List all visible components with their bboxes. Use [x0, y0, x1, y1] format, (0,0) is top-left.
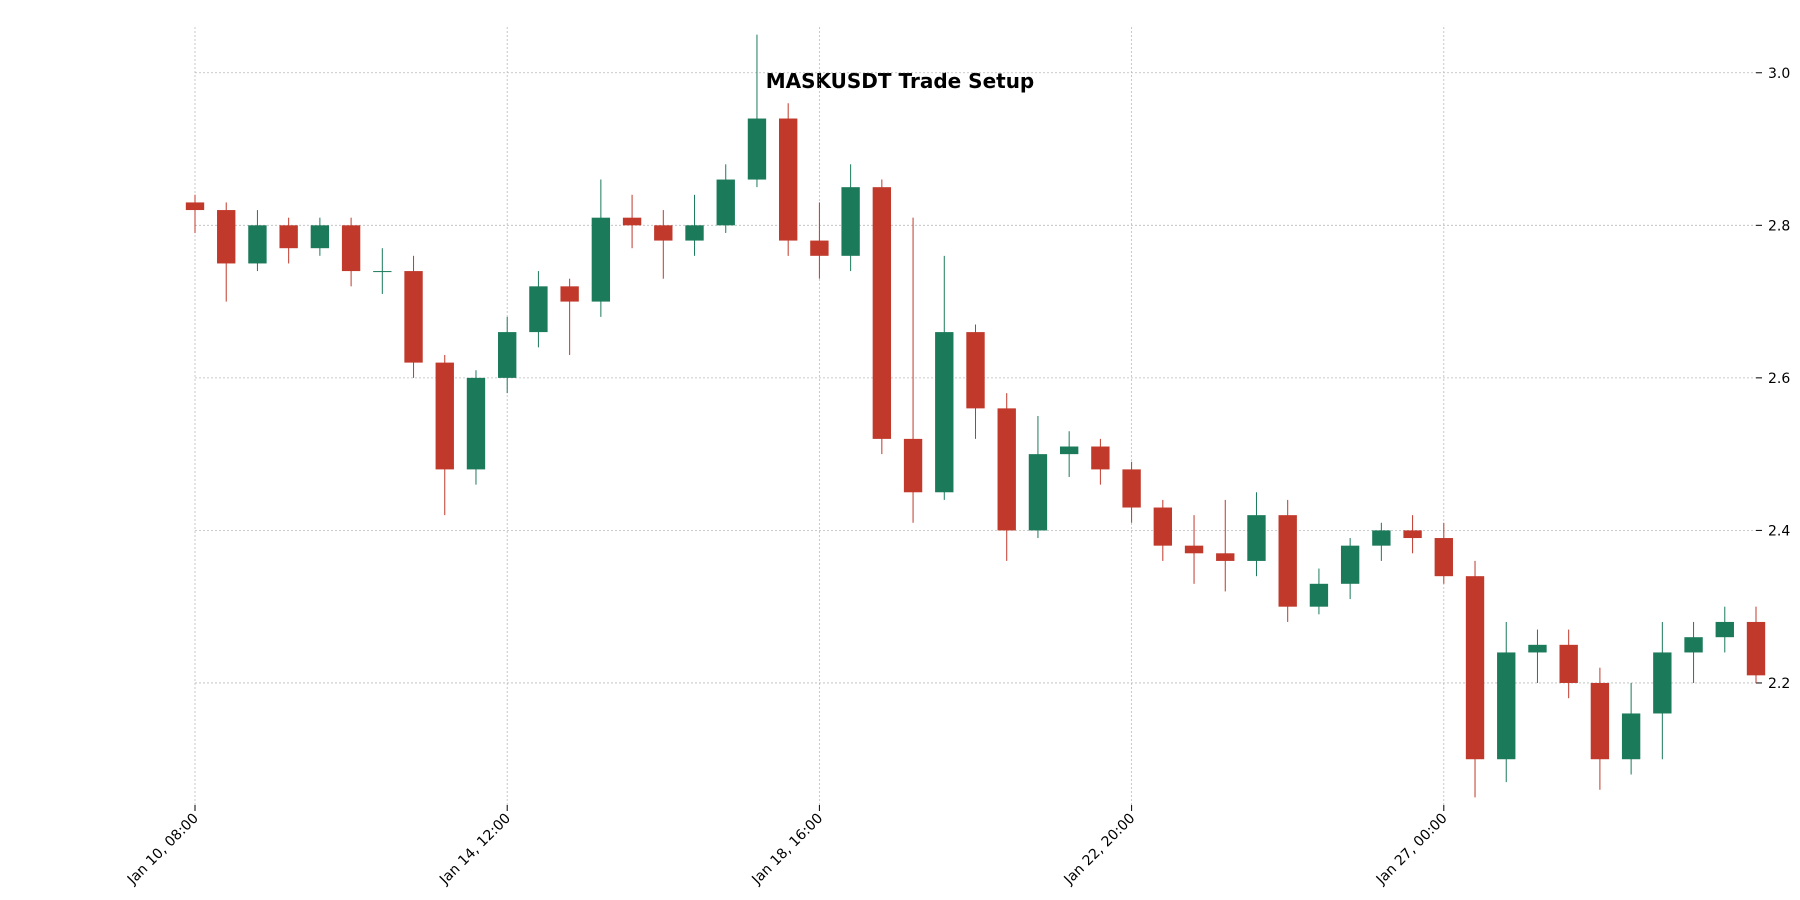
candle-body	[716, 179, 735, 226]
candle-body	[1621, 713, 1641, 760]
y-tick-label: 2.6	[1768, 371, 1790, 387]
candle-body	[1715, 621, 1734, 638]
candle-body	[1465, 576, 1485, 760]
candle-body	[1403, 530, 1422, 539]
candle-body	[1247, 515, 1266, 561]
candle-body	[872, 187, 892, 439]
candle-body	[1590, 682, 1610, 760]
candle-body	[1653, 652, 1672, 714]
candle-body	[404, 271, 423, 363]
candle-body	[373, 271, 392, 273]
candle-body	[1278, 515, 1297, 607]
candle-body	[935, 332, 954, 493]
candle-body	[778, 118, 798, 241]
candle-body	[1309, 583, 1329, 607]
candle-body	[1746, 621, 1766, 676]
candle-body	[903, 438, 923, 493]
candle-body	[1497, 652, 1516, 760]
candle-body	[997, 408, 1016, 531]
candle-body	[1372, 530, 1391, 546]
candle-body	[341, 225, 361, 272]
candle-body	[279, 225, 298, 249]
y-axis-label: Price	[1795, 396, 1800, 444]
y-tick-label: 2.2	[1768, 676, 1790, 692]
candle-body	[591, 217, 611, 302]
candle-body	[310, 225, 330, 249]
candle-body	[185, 202, 205, 211]
candle-body	[1340, 545, 1360, 584]
candle-body	[1528, 644, 1547, 653]
y-tick-label: 3.0	[1768, 66, 1790, 82]
x-tick-label: Jan 10, 08:00	[124, 811, 202, 889]
candle-body	[685, 225, 704, 241]
candle-body	[560, 286, 579, 302]
candle-body	[466, 377, 486, 470]
x-tick-label: Jan 27, 00:00	[1373, 811, 1451, 889]
candle-body	[498, 332, 517, 378]
candle-body	[1153, 507, 1173, 546]
candle-body	[248, 225, 267, 264]
candle-body	[1184, 545, 1204, 554]
x-tick-label: Jan 14, 12:00	[436, 811, 514, 889]
candle-body	[841, 187, 860, 256]
candle-body	[1059, 446, 1079, 455]
x-tick-label: Jan 22, 20:00	[1061, 811, 1139, 889]
y-tick-label: 2.4	[1768, 523, 1790, 539]
candle-body	[1091, 446, 1110, 470]
candle-body	[1216, 553, 1235, 561]
x-tick-label: Jan 18, 16:00	[748, 811, 826, 889]
candle-body	[217, 210, 236, 264]
candle-body	[1028, 454, 1048, 531]
candle-body	[435, 362, 454, 470]
candle-body	[966, 332, 985, 409]
candle-body	[1559, 644, 1578, 683]
candle-body	[529, 286, 548, 333]
candle-body	[654, 225, 673, 241]
candle-body	[810, 240, 829, 256]
candle-body	[1434, 538, 1453, 577]
candle-body	[1122, 469, 1141, 508]
candle-body	[622, 217, 642, 226]
candle-body	[1684, 637, 1703, 653]
y-tick-label: 2.8	[1768, 218, 1790, 234]
candle-body	[747, 118, 767, 180]
